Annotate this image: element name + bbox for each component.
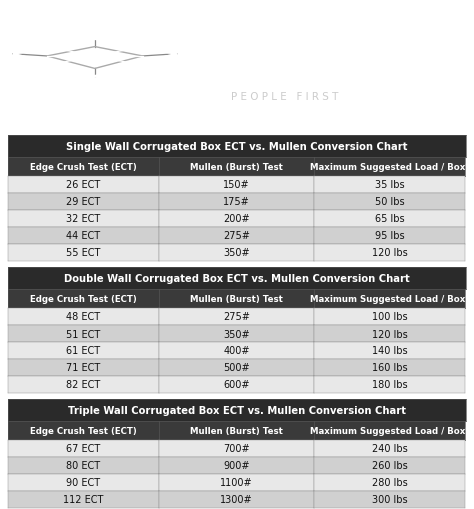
Text: 600#: 600# xyxy=(223,380,250,390)
Text: Mullen (Burst) Test: Mullen (Burst) Test xyxy=(190,294,283,303)
Text: 180 lbs: 180 lbs xyxy=(372,380,407,390)
Text: P E O P L E   F I R S T: P E O P L E F I R S T xyxy=(231,92,338,102)
Text: Edge Crush Test (ECT): Edge Crush Test (ECT) xyxy=(30,294,137,303)
Text: 900#: 900# xyxy=(223,461,250,471)
Text: Maximum Suggested Load / Box*: Maximum Suggested Load / Box* xyxy=(310,163,469,172)
Text: 140 lbs: 140 lbs xyxy=(372,346,407,356)
Text: 300 lbs: 300 lbs xyxy=(372,495,407,504)
Text: Edge Crush Test (ECT): Edge Crush Test (ECT) xyxy=(30,163,137,172)
Text: Mullen (Burst) Test: Mullen (Burst) Test xyxy=(190,426,283,435)
Text: 1300#: 1300# xyxy=(220,495,253,504)
Text: 32 ECT: 32 ECT xyxy=(66,214,100,224)
Text: 120 lbs: 120 lbs xyxy=(372,248,407,258)
Text: Edge Crush Test (ECT): Edge Crush Test (ECT) xyxy=(30,426,137,435)
Text: 400#: 400# xyxy=(223,346,250,356)
Text: 275#: 275# xyxy=(223,231,250,241)
Text: 260 lbs: 260 lbs xyxy=(372,461,407,471)
Text: 50 lbs: 50 lbs xyxy=(374,197,404,207)
Text: 65 lbs: 65 lbs xyxy=(374,214,404,224)
Text: PAX: PAX xyxy=(227,26,342,78)
Text: 112 ECT: 112 ECT xyxy=(64,495,104,504)
Text: 82 ECT: 82 ECT xyxy=(66,380,100,390)
Text: 240 lbs: 240 lbs xyxy=(372,444,407,454)
Text: 100 lbs: 100 lbs xyxy=(372,312,407,322)
Text: Maximum Suggested Load / Box*: Maximum Suggested Load / Box* xyxy=(310,426,469,435)
Text: Single Wall Corrugated Box ECT vs. Mullen Conversion Chart: Single Wall Corrugated Box ECT vs. Mulle… xyxy=(66,142,408,152)
Text: 26 ECT: 26 ECT xyxy=(66,180,100,190)
Text: 500#: 500# xyxy=(223,363,250,373)
Text: 80 ECT: 80 ECT xyxy=(66,461,100,471)
Text: 55 ECT: 55 ECT xyxy=(66,248,100,258)
Text: 350#: 350# xyxy=(223,329,250,339)
Text: 280 lbs: 280 lbs xyxy=(372,477,407,488)
Text: 44 ECT: 44 ECT xyxy=(66,231,100,241)
Text: 29 ECT: 29 ECT xyxy=(66,197,100,207)
Text: Maximum Suggested Load / Box*: Maximum Suggested Load / Box* xyxy=(310,294,469,303)
Text: 1100#: 1100# xyxy=(220,477,253,488)
Text: 61 ECT: 61 ECT xyxy=(66,346,100,356)
Text: Triple Wall Corrugated Box ECT vs. Mullen Conversion Chart: Triple Wall Corrugated Box ECT vs. Mulle… xyxy=(68,405,406,415)
Text: Double Wall Corrugated Box ECT vs. Mullen Conversion Chart: Double Wall Corrugated Box ECT vs. Mulle… xyxy=(64,273,410,284)
Text: 160 lbs: 160 lbs xyxy=(372,363,407,373)
Text: 95 lbs: 95 lbs xyxy=(374,231,404,241)
Text: 48 ECT: 48 ECT xyxy=(66,312,100,322)
Text: 700#: 700# xyxy=(223,444,250,454)
Text: 90 ECT: 90 ECT xyxy=(66,477,100,488)
Text: 275#: 275# xyxy=(223,312,250,322)
Text: 51 ECT: 51 ECT xyxy=(66,329,100,339)
Text: 67 ECT: 67 ECT xyxy=(66,444,100,454)
Text: Mullen (Burst) Test: Mullen (Burst) Test xyxy=(190,163,283,172)
Text: 350#: 350# xyxy=(223,248,250,258)
Text: 200#: 200# xyxy=(223,214,250,224)
Text: 150#: 150# xyxy=(223,180,250,190)
Text: 175#: 175# xyxy=(223,197,250,207)
Text: 35 lbs: 35 lbs xyxy=(374,180,404,190)
Text: 120 lbs: 120 lbs xyxy=(372,329,407,339)
Text: 71 ECT: 71 ECT xyxy=(66,363,100,373)
